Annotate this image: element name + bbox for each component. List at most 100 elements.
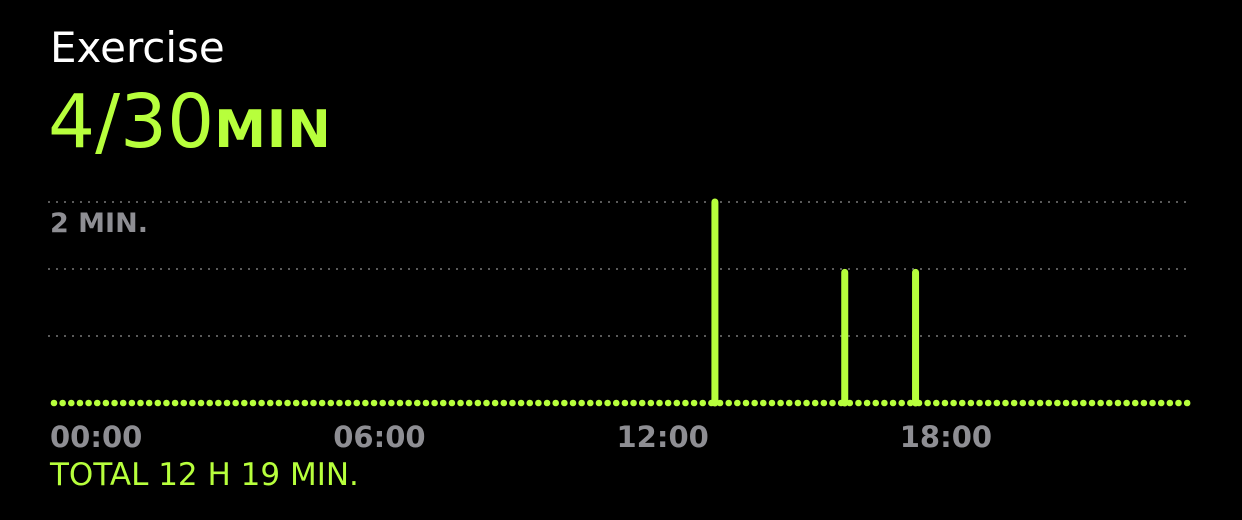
baseline-dot — [223, 399, 231, 407]
baseline-dot — [924, 399, 931, 407]
baseline-dot — [933, 399, 940, 407]
x-tick-label: 00:00 — [50, 420, 142, 454]
baseline-dot — [266, 399, 274, 407]
baseline-dot — [1028, 399, 1035, 407]
baseline-dot — [465, 399, 473, 407]
baseline-dot — [535, 399, 542, 407]
baseline-dot — [803, 399, 810, 407]
baseline-dot — [111, 399, 118, 407]
baseline-dot — [742, 399, 750, 407]
activity-title: Exercise — [50, 23, 225, 72]
baseline-dot — [898, 399, 905, 407]
baseline-dot — [344, 399, 352, 407]
baseline-dot — [630, 399, 637, 407]
baseline-dot — [370, 399, 378, 407]
chart-gridlines — [48, 201, 1192, 337]
baseline-dot — [1062, 399, 1070, 407]
baseline-dot — [301, 399, 309, 407]
baseline-dot — [664, 399, 672, 407]
baseline-dot — [206, 399, 213, 407]
chart-bars — [711, 198, 920, 407]
baseline-dot — [872, 399, 880, 407]
baseline-dot — [760, 399, 767, 407]
baseline-dot — [491, 399, 499, 407]
baseline-dot — [595, 399, 603, 407]
baseline-dot — [811, 399, 819, 407]
baseline-dot — [1166, 399, 1174, 407]
exercise-unit: MIN — [214, 100, 332, 160]
baseline-dot — [439, 399, 447, 407]
baseline-dot — [699, 399, 707, 407]
baseline-dot — [215, 399, 222, 407]
baseline-dot — [180, 399, 188, 407]
baseline-dot — [284, 399, 291, 407]
baseline-dot — [362, 399, 369, 407]
baseline-dot — [863, 399, 871, 407]
baseline-dot — [68, 399, 75, 407]
baseline-dot — [1002, 399, 1009, 407]
baseline-dot — [1175, 399, 1182, 407]
x-tick-label: 12:00 — [617, 420, 709, 454]
baseline-dot — [604, 399, 611, 407]
baseline-dot — [984, 399, 992, 407]
baseline-dot — [405, 399, 412, 407]
baseline-dot — [128, 399, 136, 407]
baseline-dot — [1080, 399, 1087, 407]
baseline-dot — [993, 399, 1001, 407]
baseline-dot — [647, 399, 655, 407]
chart-baseline-dots — [50, 399, 1191, 407]
baseline-dot — [483, 399, 490, 407]
baseline-dot — [725, 399, 732, 407]
baseline-dot — [1183, 399, 1191, 407]
baseline-dot — [881, 399, 888, 407]
baseline-dot — [249, 399, 257, 407]
baseline-dot — [941, 399, 949, 407]
baseline-dot — [50, 399, 58, 407]
baseline-dot — [855, 399, 862, 407]
baseline-dot — [353, 399, 361, 407]
baseline-dot — [820, 399, 828, 407]
baseline-dot — [1045, 399, 1053, 407]
baseline-dot — [1071, 399, 1078, 407]
baseline-dot — [431, 399, 438, 407]
baseline-dot — [292, 399, 300, 407]
baseline-dot — [785, 399, 793, 407]
baseline-dot — [258, 399, 265, 407]
baseline-dot — [967, 399, 975, 407]
baseline-dot — [569, 399, 577, 407]
baseline-dot — [907, 399, 914, 407]
baseline-dot — [1114, 399, 1122, 407]
baseline-dot — [543, 399, 551, 407]
baseline-dot — [500, 399, 508, 407]
baseline-dot — [526, 399, 534, 407]
baseline-dot — [656, 399, 663, 407]
total-duration: TOTAL 12 H 19 MIN. — [50, 457, 359, 493]
baseline-dot — [1140, 399, 1148, 407]
y-axis-label: 2 MIN. — [50, 208, 148, 239]
x-axis-ticks: 00:00 06:00 12:00 18:00 — [50, 420, 992, 454]
baseline-dot — [734, 399, 741, 407]
baseline-dot — [612, 399, 620, 407]
baseline-dot — [448, 399, 456, 407]
baseline-dot — [587, 399, 594, 407]
baseline-dot — [154, 399, 162, 407]
x-tick-label: 06:00 — [333, 420, 425, 454]
baseline-dot — [232, 399, 239, 407]
baseline-dot — [474, 399, 482, 407]
baseline-dot — [318, 399, 326, 407]
baseline-dot — [171, 399, 179, 407]
baseline-dot — [102, 399, 110, 407]
baseline-dot — [76, 399, 84, 407]
baseline-dot — [1054, 399, 1061, 407]
baseline-dot — [1106, 399, 1113, 407]
baseline-dot — [1123, 399, 1130, 407]
baseline-dot — [327, 399, 335, 407]
baseline-dot — [119, 399, 127, 407]
baseline-dot — [414, 399, 421, 407]
baseline-dot — [682, 399, 689, 407]
baseline-dot — [1149, 399, 1156, 407]
baseline-dot — [777, 399, 784, 407]
baseline-dot — [751, 399, 758, 407]
baseline-dot — [310, 399, 317, 407]
